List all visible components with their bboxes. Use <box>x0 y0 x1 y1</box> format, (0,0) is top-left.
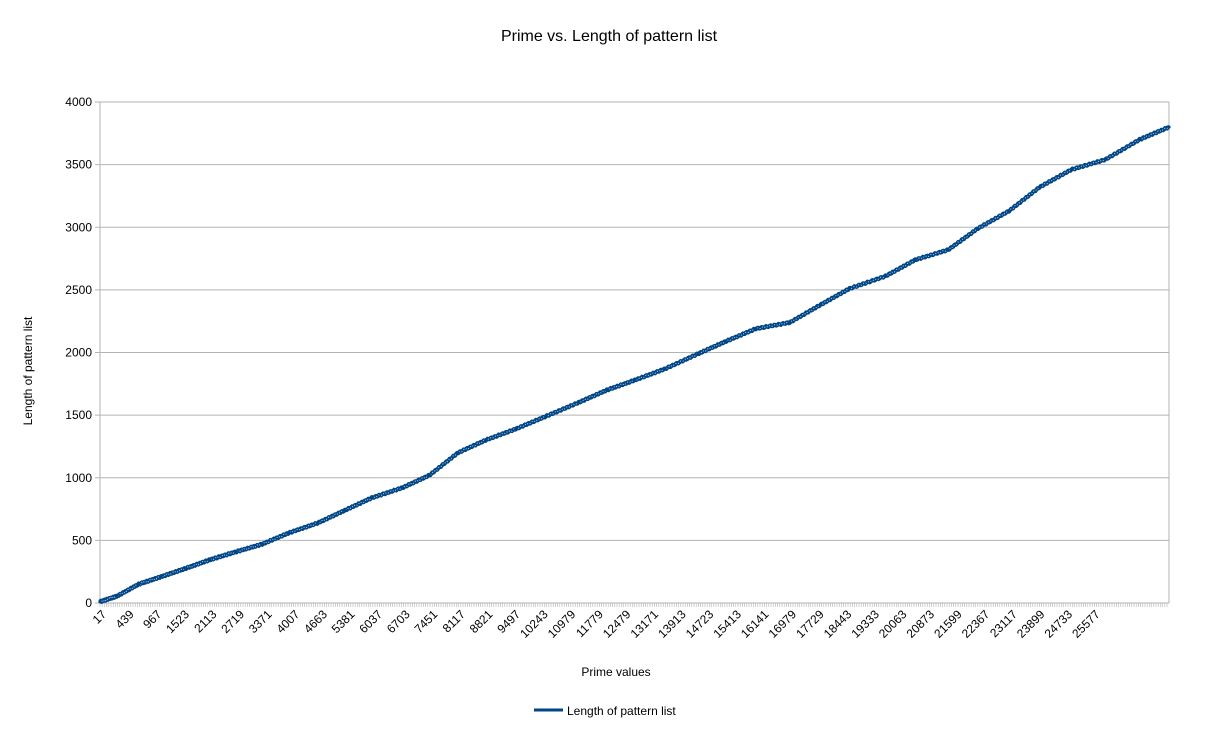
x-tick-label: 4007 <box>274 607 303 636</box>
x-tick-label: 10243 <box>517 607 551 641</box>
series-point <box>1167 125 1171 129</box>
y-tick-label: 3500 <box>65 158 92 172</box>
series-point <box>514 427 518 431</box>
x-tick-label: 23117 <box>987 607 1020 640</box>
x-tick-label: 4663 <box>301 607 330 636</box>
y-tick-labels: 0 500 1000 1500 2000 2500 3000 3500 4000 <box>65 95 100 610</box>
x-tick-label: 7451 <box>412 607 441 636</box>
x-tick-label: 12479 <box>600 607 634 641</box>
x-tick-label: 2113 <box>191 607 219 635</box>
x-tick-label: 11779 <box>573 607 606 640</box>
series-point <box>1069 168 1073 172</box>
series-point <box>343 508 347 512</box>
x-tick-label: 19333 <box>848 607 882 641</box>
series-point <box>287 531 291 535</box>
series-line-highlight <box>99 126 1170 603</box>
series-point <box>137 582 141 586</box>
series-point <box>663 367 667 371</box>
y-tick-label: 4000 <box>65 95 92 109</box>
y-axis-label: Length of pattern list <box>21 316 35 425</box>
x-tick-label: 17729 <box>793 607 827 641</box>
x-tick-label: 8821 <box>467 607 496 636</box>
y-tick-label: 0 <box>85 596 92 610</box>
series-point <box>724 339 728 343</box>
gridlines <box>100 101 1169 604</box>
series-point <box>633 378 637 382</box>
x-tick-label: 439 <box>113 607 137 631</box>
x-tick-label: 967 <box>140 607 164 631</box>
series-point <box>183 566 187 571</box>
series-point <box>544 414 548 418</box>
series-line <box>98 125 1170 604</box>
x-tick-label: 17 <box>90 607 110 627</box>
x-tick-label: 20873 <box>904 607 938 641</box>
series-point <box>370 496 374 500</box>
series-point <box>696 352 700 356</box>
x-tick-label: 6703 <box>384 607 413 636</box>
series-point <box>456 451 460 455</box>
series-point <box>1103 158 1107 162</box>
x-tick-label: 16979 <box>766 607 800 641</box>
series-point <box>946 248 950 252</box>
series-point <box>605 388 609 392</box>
series-length-of-pattern-list <box>98 125 1171 604</box>
series-point <box>1137 137 1142 142</box>
x-tick-label: 23899 <box>1014 607 1048 641</box>
y-tick-label: 500 <box>72 533 92 547</box>
x-tick-label: 24733 <box>1042 607 1076 641</box>
series-point <box>818 303 822 307</box>
series-point <box>98 600 102 604</box>
series-point <box>159 575 163 579</box>
x-minor-ticks <box>99 603 1168 607</box>
series-point <box>913 258 917 262</box>
series-point <box>754 327 758 331</box>
x-tick-label: 13171 <box>628 607 662 641</box>
legend: Length of pattern list <box>534 704 676 718</box>
series-point <box>427 473 432 477</box>
y-tick-label: 2000 <box>65 346 92 360</box>
series-point <box>208 558 212 562</box>
y-tick-label: 1500 <box>65 408 92 422</box>
series-point <box>847 287 852 291</box>
x-tick-label: 3371 <box>246 607 275 636</box>
y-tick-label: 2500 <box>65 283 92 297</box>
legend-label: Length of pattern list <box>567 704 676 718</box>
series-point <box>1007 209 1011 213</box>
x-tick-label: 18443 <box>821 607 855 641</box>
series-point <box>976 226 980 231</box>
x-axis-label: Prime values <box>581 665 650 679</box>
x-tick-label: 16141 <box>738 607 772 641</box>
x-tick-label: 5381 <box>329 607 358 636</box>
series-point <box>260 542 264 546</box>
x-tick-label: 10979 <box>545 607 579 641</box>
y-tick-label: 1000 <box>65 471 92 485</box>
x-tick-label: 21599 <box>931 607 965 641</box>
series-point <box>115 594 119 598</box>
x-tick-label: 22367 <box>959 607 993 641</box>
series-point <box>884 274 888 278</box>
chart-title: Prime vs. Length of pattern list <box>501 28 718 45</box>
x-tick-label: 14723 <box>683 607 717 641</box>
x-tick-label: 15413 <box>710 607 744 641</box>
x-tick-label: 20063 <box>876 607 910 641</box>
x-tick-label: 2719 <box>218 607 247 636</box>
x-tick-label: 1523 <box>163 607 192 636</box>
series-point <box>1037 185 1042 189</box>
y-tick-label: 3000 <box>65 220 92 234</box>
x-tick-label: 13913 <box>655 607 689 641</box>
series-point <box>316 521 320 525</box>
series-point <box>400 486 404 490</box>
series-point <box>576 401 580 405</box>
series-point <box>483 438 488 442</box>
x-tick-label: 25577 <box>1069 607 1103 641</box>
series-point <box>788 320 792 325</box>
series-point <box>234 550 239 554</box>
x-tick-label: 8117 <box>440 607 468 635</box>
x-tick-label: 6037 <box>356 607 385 636</box>
